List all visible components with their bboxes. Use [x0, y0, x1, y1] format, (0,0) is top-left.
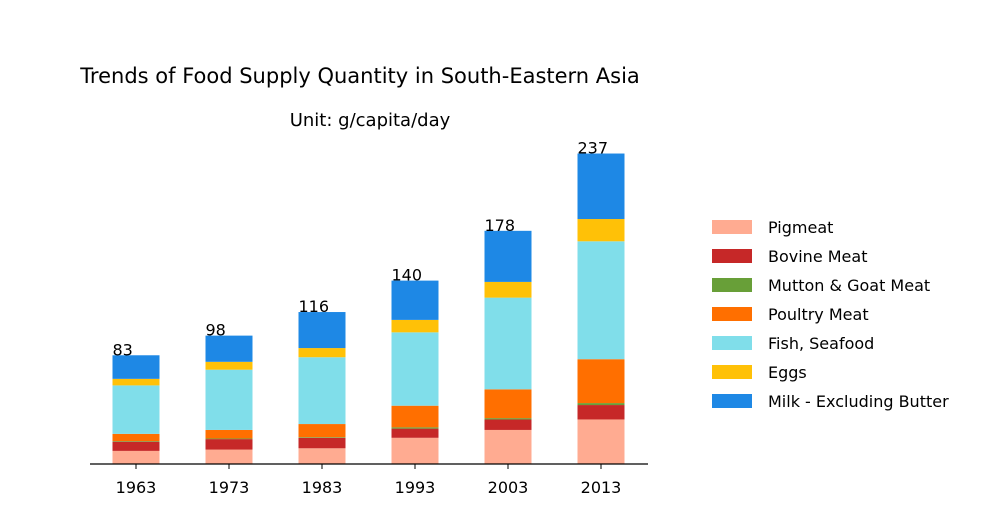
legend-label-milk-excluding-butter: Milk - Excluding Butter: [768, 392, 949, 411]
legend-swatch-bovine-meat: [712, 249, 752, 263]
legend: Pigmeat Bovine Meat Mutton & Goat Meat Poul…: [712, 218, 949, 411]
bar-segment-eggs-1963: [112, 378, 160, 386]
bar-segment-mutton-goat-meat-1963: [112, 441, 160, 442]
legend-label-fish-seafood: Fish, Seafood: [768, 334, 874, 353]
totals-group: 83 98 116 140 178 237: [113, 139, 609, 360]
legend-label-poultry-meat: Poultry Meat: [768, 305, 869, 324]
bar-segment-pigmeat-1963: [112, 450, 160, 464]
bar-segment-poultry-meat-1963: [112, 433, 160, 442]
bar-segment-fish-seafood-1983: [298, 357, 346, 425]
x-tick-label-1983: 1983: [302, 478, 343, 497]
bar-segment-milk-excluding-butter-1973: [205, 335, 253, 362]
bar-segment-bovine-meat-1973: [205, 439, 253, 450]
bar-segment-mutton-goat-meat-1973: [205, 438, 253, 440]
bar-segment-pigmeat-2013: [577, 419, 625, 464]
x-tick-label-1973: 1973: [209, 478, 250, 497]
x-tick-label-2013: 2013: [581, 478, 622, 497]
legend-swatch-mutton-goat-meat: [712, 278, 752, 292]
bar-total-label-1983: 116: [299, 297, 330, 316]
bar-segment-fish-seafood-1993: [391, 332, 439, 406]
bar-total-label-2003: 178: [485, 216, 516, 235]
bar-segment-eggs-1993: [391, 319, 439, 333]
bar-segment-poultry-meat-1983: [298, 424, 346, 438]
bars-group: [112, 153, 625, 464]
bar-segment-bovine-meat-1993: [391, 428, 439, 438]
legend-label-pigmeat: Pigmeat: [768, 218, 833, 237]
bar-segment-milk-excluding-butter-2013: [577, 153, 625, 220]
bar-segment-pigmeat-2003: [484, 429, 532, 464]
legend-swatch-milk-excluding-butter: [712, 394, 752, 408]
bar-segment-mutton-goat-meat-1983: [298, 437, 346, 438]
bar-segment-poultry-meat-1973: [205, 429, 253, 439]
bar-segment-milk-excluding-butter-1983: [298, 312, 346, 349]
legend-swatch-pigmeat: [712, 220, 752, 234]
bar-total-label-1973: 98: [206, 321, 226, 340]
bar-segment-poultry-meat-1993: [391, 405, 439, 428]
bar-segment-fish-seafood-2003: [484, 297, 532, 390]
x-tick-label-1963: 1963: [116, 478, 157, 497]
legend-item-bovine-meat: Bovine Meat: [712, 247, 867, 266]
bar-segment-milk-excluding-butter-1993: [391, 280, 439, 320]
bar-segment-eggs-1973: [205, 361, 253, 370]
legend-item-poultry-meat: Poultry Meat: [712, 305, 869, 324]
bar-segment-poultry-meat-2003: [484, 389, 532, 419]
bar-segment-bovine-meat-2003: [484, 419, 532, 430]
legend-item-fish-seafood: Fish, Seafood: [712, 334, 874, 353]
legend-item-pigmeat: Pigmeat: [712, 218, 833, 237]
bar-segment-bovine-meat-1963: [112, 441, 160, 451]
legend-swatch-fish-seafood: [712, 336, 752, 350]
legend-item-milk-excluding-butter: Milk - Excluding Butter: [712, 392, 949, 411]
bar-segment-eggs-2003: [484, 281, 532, 298]
chart-subtitle: Unit: g/capita/day: [290, 110, 451, 131]
x-tick-label-2003: 2003: [488, 478, 529, 497]
x-tick-label-1993: 1993: [395, 478, 436, 497]
bar-segment-pigmeat-1993: [391, 437, 439, 464]
bar-segment-fish-seafood-1963: [112, 385, 160, 434]
bar-segment-milk-excluding-butter-1963: [112, 355, 160, 379]
legend-swatch-poultry-meat: [712, 307, 752, 321]
bar-segment-milk-excluding-butter-2003: [484, 230, 532, 282]
legend-label-bovine-meat: Bovine Meat: [768, 247, 867, 266]
bar-segment-eggs-2013: [577, 219, 625, 242]
bar-segment-eggs-1983: [298, 348, 346, 358]
legend-item-mutton-goat-meat: Mutton & Goat Meat: [712, 276, 930, 295]
bar-segment-mutton-goat-meat-2003: [484, 418, 532, 420]
bar-total-label-1993: 140: [392, 266, 423, 285]
bar-segment-fish-seafood-2013: [577, 241, 625, 360]
chart-title: Trends of Food Supply Quantity in South-…: [79, 64, 640, 88]
legend-label-mutton-goat-meat: Mutton & Goat Meat: [768, 276, 930, 295]
bar-total-label-2013: 237: [578, 139, 609, 158]
bar-segment-fish-seafood-1973: [205, 369, 253, 430]
legend-label-eggs: Eggs: [768, 363, 807, 382]
bar-segment-bovine-meat-1983: [298, 437, 346, 449]
legend-swatch-eggs: [712, 365, 752, 379]
bar-segment-pigmeat-1983: [298, 448, 346, 464]
bar-segment-bovine-meat-2013: [577, 405, 625, 420]
x-ticks-group: 1963 1973 1983 1993 2003 2013: [116, 464, 622, 497]
bar-segment-pigmeat-1973: [205, 449, 253, 464]
bar-segment-mutton-goat-meat-1993: [391, 427, 439, 429]
bar-total-label-1963: 83: [113, 340, 133, 359]
bar-segment-mutton-goat-meat-2013: [577, 403, 625, 406]
bar-segment-poultry-meat-2013: [577, 359, 625, 404]
legend-item-eggs: Eggs: [712, 363, 807, 382]
